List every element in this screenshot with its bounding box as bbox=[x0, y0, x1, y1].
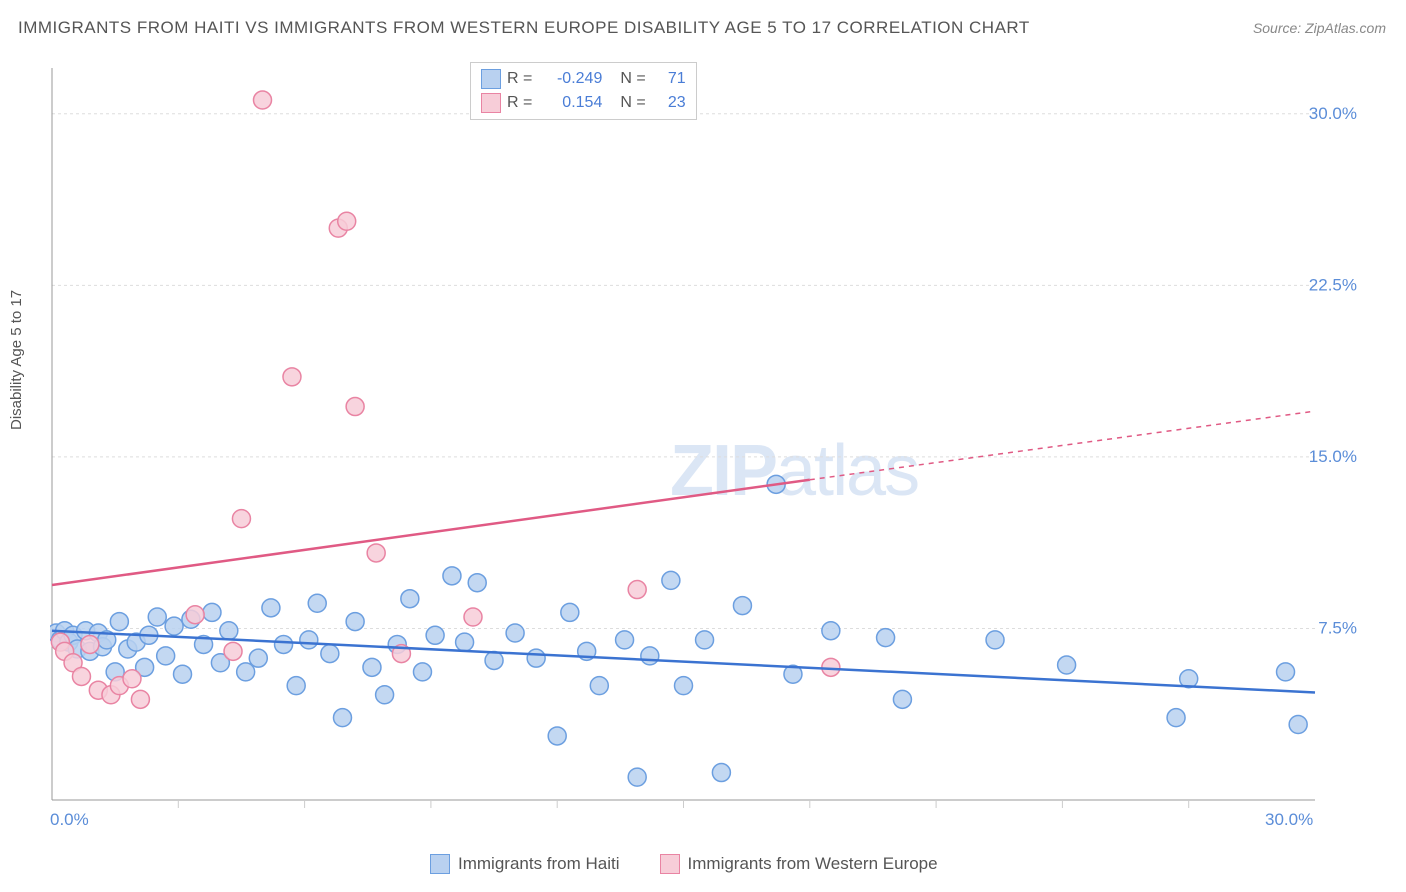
correlation-legend: R = -0.249 N = 71 R = 0.154 N = 23 bbox=[470, 62, 697, 120]
scatter-plot: 7.5% 15.0% 22.5% 30.0% bbox=[50, 60, 1360, 820]
legend-item: Immigrants from Haiti bbox=[430, 854, 620, 874]
x-axis-min-label: 0.0% bbox=[50, 810, 89, 830]
chart-container: ZIPatlas 7.5%15.0%22.5%30.0% bbox=[50, 60, 1360, 820]
legend-label: Immigrants from Western Europe bbox=[688, 854, 938, 874]
legend-n-value: 71 bbox=[656, 70, 686, 88]
legend-n-value: 23 bbox=[656, 94, 686, 112]
legend-n-label: N = bbox=[620, 70, 645, 88]
svg-text:15.0%: 15.0% bbox=[1309, 447, 1357, 466]
x-axis-max-label: 30.0% bbox=[1265, 810, 1313, 830]
legend-r-value: 0.154 bbox=[542, 94, 602, 112]
legend-item: Immigrants from Western Europe bbox=[660, 854, 938, 874]
legend-label: Immigrants from Haiti bbox=[458, 854, 620, 874]
svg-text:30.0%: 30.0% bbox=[1309, 104, 1357, 123]
chart-title: IMMIGRANTS FROM HAITI VS IMMIGRANTS FROM… bbox=[18, 18, 1030, 38]
legend-row: R = -0.249 N = 71 bbox=[481, 67, 686, 91]
legend-swatch bbox=[481, 93, 501, 113]
legend-row: R = 0.154 N = 23 bbox=[481, 91, 686, 115]
legend-r-value: -0.249 bbox=[542, 70, 602, 88]
legend-swatch bbox=[430, 854, 450, 874]
series-legend: Immigrants from Haiti Immigrants from We… bbox=[430, 854, 938, 874]
y-axis-label: Disability Age 5 to 17 bbox=[8, 290, 25, 430]
svg-text:22.5%: 22.5% bbox=[1309, 275, 1357, 294]
legend-swatch bbox=[481, 69, 501, 89]
legend-swatch bbox=[660, 854, 680, 874]
legend-n-label: N = bbox=[620, 94, 645, 112]
source-attribution: Source: ZipAtlas.com bbox=[1253, 20, 1386, 36]
svg-text:7.5%: 7.5% bbox=[1318, 618, 1357, 637]
legend-r-label: R = bbox=[507, 70, 532, 88]
legend-r-label: R = bbox=[507, 94, 532, 112]
